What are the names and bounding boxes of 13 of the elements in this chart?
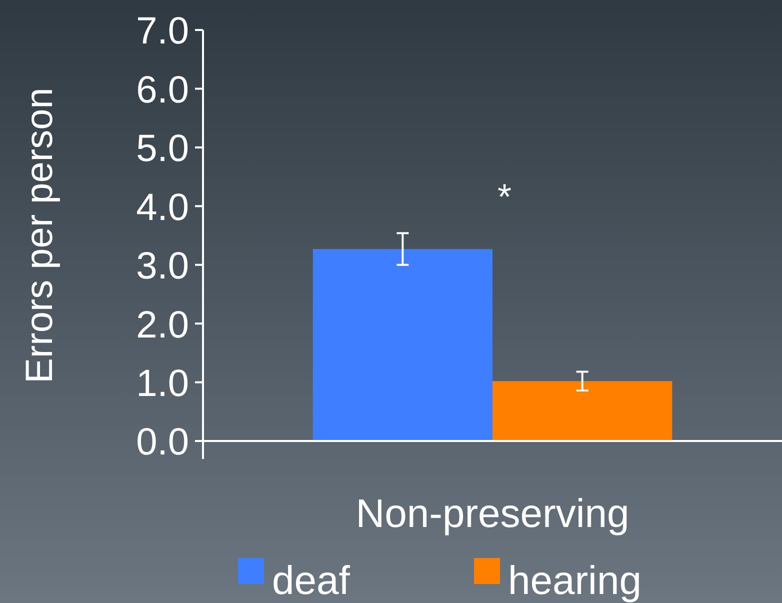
y-axis-title: Errors per person	[19, 88, 61, 384]
y-tick-label: 4.0	[136, 186, 189, 229]
legend-label: hearing	[508, 559, 642, 603]
y-tick-label: 3.0	[136, 246, 189, 288]
y-tick-label: 2.0	[136, 304, 189, 346]
x-tick-label: Non-preserving	[356, 492, 630, 536]
y-tick-label: 1.0	[136, 362, 189, 405]
y-tick-label: 6.0	[136, 69, 189, 112]
y-tick-label: 5.0	[136, 128, 189, 170]
annotation: *	[497, 176, 512, 218]
y-tick-label: 0.0	[136, 422, 189, 464]
legend-label: deaf	[272, 559, 351, 603]
y-tick-label: 7.0	[136, 10, 189, 53]
